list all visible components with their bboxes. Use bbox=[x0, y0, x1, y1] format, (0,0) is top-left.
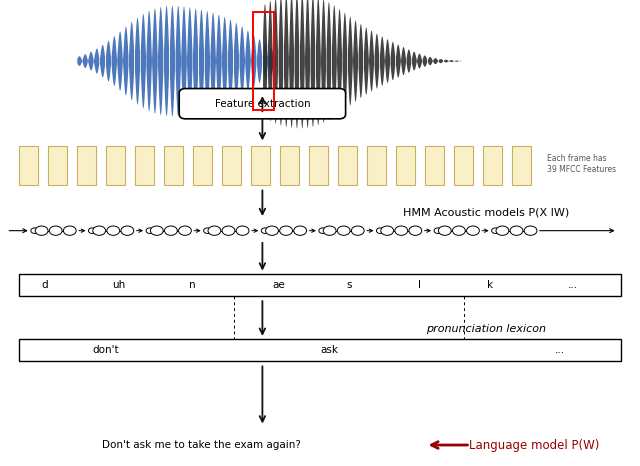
Text: ae: ae bbox=[272, 280, 285, 290]
Circle shape bbox=[49, 226, 62, 235]
Bar bbox=[280, 145, 300, 185]
Bar bbox=[193, 145, 212, 185]
Circle shape bbox=[381, 226, 394, 235]
Circle shape bbox=[337, 226, 350, 235]
Circle shape bbox=[492, 228, 499, 233]
Circle shape bbox=[409, 226, 422, 235]
Text: d: d bbox=[42, 280, 48, 290]
Circle shape bbox=[261, 228, 269, 233]
Bar bbox=[454, 145, 473, 185]
Circle shape bbox=[236, 226, 249, 235]
Circle shape bbox=[35, 226, 48, 235]
Text: Language model P(W): Language model P(W) bbox=[469, 439, 600, 452]
Text: n: n bbox=[189, 280, 195, 290]
Bar bbox=[512, 145, 531, 185]
Circle shape bbox=[88, 228, 96, 233]
Circle shape bbox=[280, 226, 292, 235]
Circle shape bbox=[266, 226, 278, 235]
Circle shape bbox=[438, 226, 451, 235]
Text: k: k bbox=[486, 280, 493, 290]
Bar bbox=[367, 145, 387, 185]
Text: ask: ask bbox=[321, 345, 339, 355]
Circle shape bbox=[107, 226, 120, 235]
Text: Each frame has
39 MFCC Features: Each frame has 39 MFCC Features bbox=[547, 154, 616, 174]
Circle shape bbox=[121, 226, 134, 235]
Circle shape bbox=[164, 226, 177, 235]
Bar bbox=[483, 145, 502, 185]
Bar bbox=[48, 145, 67, 185]
Circle shape bbox=[434, 228, 442, 233]
Text: Don't ask me to take the exam again?: Don't ask me to take the exam again? bbox=[102, 440, 301, 450]
Circle shape bbox=[208, 226, 221, 235]
Circle shape bbox=[146, 228, 154, 233]
Text: s: s bbox=[346, 280, 351, 290]
Bar bbox=[77, 145, 97, 185]
Bar bbox=[253, 12, 274, 110]
Bar bbox=[396, 145, 415, 185]
Circle shape bbox=[376, 228, 384, 233]
Bar bbox=[106, 145, 125, 185]
Circle shape bbox=[294, 226, 307, 235]
Bar bbox=[251, 145, 270, 185]
Text: uh: uh bbox=[112, 280, 125, 290]
Circle shape bbox=[510, 226, 523, 235]
Bar bbox=[338, 145, 357, 185]
Circle shape bbox=[524, 226, 537, 235]
Bar bbox=[222, 145, 241, 185]
Circle shape bbox=[323, 226, 336, 235]
Bar bbox=[19, 339, 621, 361]
FancyBboxPatch shape bbox=[179, 89, 346, 119]
Text: Feature extraction: Feature extraction bbox=[214, 99, 310, 109]
Text: l: l bbox=[418, 280, 420, 290]
Circle shape bbox=[204, 228, 211, 233]
Circle shape bbox=[496, 226, 509, 235]
Bar bbox=[164, 145, 183, 185]
Circle shape bbox=[319, 228, 326, 233]
Bar bbox=[19, 145, 38, 185]
Bar bbox=[425, 145, 444, 185]
Text: don't: don't bbox=[92, 345, 119, 355]
Circle shape bbox=[31, 228, 38, 233]
Circle shape bbox=[222, 226, 235, 235]
Text: ...: ... bbox=[568, 280, 578, 290]
Circle shape bbox=[452, 226, 465, 235]
Circle shape bbox=[351, 226, 364, 235]
Bar bbox=[19, 274, 621, 296]
Text: ...: ... bbox=[555, 345, 565, 355]
Circle shape bbox=[179, 226, 191, 235]
Circle shape bbox=[150, 226, 163, 235]
Circle shape bbox=[63, 226, 76, 235]
Circle shape bbox=[93, 226, 106, 235]
Circle shape bbox=[395, 226, 408, 235]
Circle shape bbox=[467, 226, 479, 235]
Text: HMM Acoustic models P(X IW): HMM Acoustic models P(X IW) bbox=[403, 207, 570, 217]
Text: pronunciation lexicon: pronunciation lexicon bbox=[426, 323, 547, 334]
Bar bbox=[309, 145, 328, 185]
Bar bbox=[135, 145, 154, 185]
